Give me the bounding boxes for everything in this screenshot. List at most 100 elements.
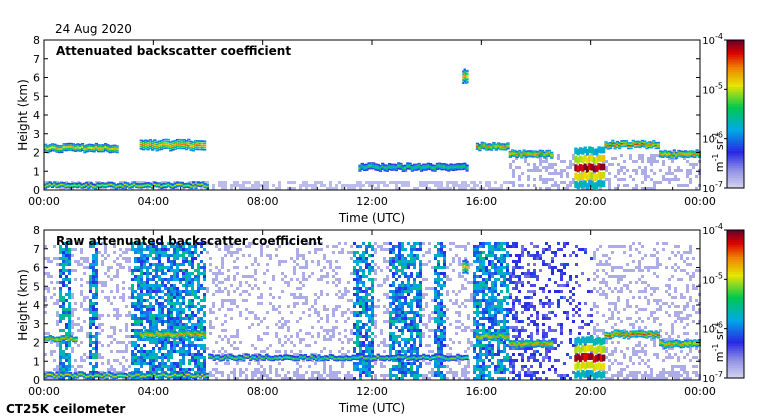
cloud-cell	[169, 141, 173, 144]
backscatter-cell	[389, 323, 392, 326]
backscatter-cell	[56, 314, 59, 317]
colorbar-segment	[727, 101, 744, 105]
backscatter-cell	[359, 245, 362, 248]
backscatter-cell	[284, 275, 287, 278]
backscatter-cell	[383, 341, 386, 344]
backscatter-cell	[476, 323, 479, 326]
backscatter-cell	[200, 287, 203, 290]
cloud-cell	[643, 141, 647, 144]
backscatter-cell	[155, 281, 158, 284]
backscatter-cell	[362, 254, 365, 257]
cloud-cell	[620, 142, 624, 145]
backscatter-cell	[353, 377, 356, 380]
cloud-cell	[128, 184, 132, 187]
backscatter-cell	[200, 284, 203, 287]
cloud-cell	[413, 167, 417, 170]
cloud-cell	[464, 78, 468, 82]
backscatter-cell	[629, 154, 632, 157]
backscatter-cell	[167, 308, 170, 311]
backscatter-cell	[461, 287, 464, 290]
cloud-cell	[92, 144, 96, 146]
backscatter-cell	[593, 172, 596, 175]
backscatter-cell	[410, 362, 413, 365]
cloud-cell	[374, 169, 378, 171]
backscatter-cell	[434, 341, 437, 344]
backscatter-cell	[326, 329, 329, 332]
backscatter-cell	[449, 353, 452, 356]
backscatter-cell	[176, 317, 179, 320]
backscatter-cell	[293, 371, 296, 374]
cloud-cell	[433, 168, 437, 171]
backscatter-cell	[128, 341, 131, 344]
backscatter-cell	[191, 293, 194, 296]
cloud-cell	[585, 174, 590, 182]
cloud-cell	[157, 140, 162, 143]
backscatter-cell	[380, 362, 383, 365]
backscatter-cell	[44, 287, 47, 290]
backscatter-cell	[353, 293, 356, 296]
backscatter-cell	[143, 314, 146, 317]
backscatter-cell	[560, 160, 563, 163]
cloud-cell	[100, 182, 105, 184]
backscatter-cell	[689, 178, 692, 181]
cloud-cell	[499, 144, 503, 147]
cloud-cell	[442, 163, 446, 165]
backscatter-cell	[398, 371, 401, 374]
backscatter-cell	[290, 350, 293, 353]
cloud-cell	[417, 162, 421, 165]
backscatter-cell	[359, 287, 362, 290]
cloud-cell	[517, 154, 522, 156]
colorbar-segment	[727, 170, 744, 174]
backscatter-cell	[62, 308, 65, 311]
cloud-cell	[475, 148, 480, 150]
backscatter-cell	[227, 308, 230, 311]
backscatter-cell	[449, 371, 452, 374]
backscatter-cell	[224, 248, 227, 251]
backscatter-cell	[140, 347, 143, 350]
backscatter-cell	[254, 278, 257, 281]
backscatter-cell	[455, 299, 458, 302]
backscatter-cell	[131, 341, 134, 344]
backscatter-cell	[122, 371, 125, 374]
backscatter-cell	[452, 257, 455, 260]
backscatter-cell	[419, 302, 422, 305]
backscatter-cell	[146, 284, 149, 287]
backscatter-cell	[290, 341, 293, 344]
backscatter-cell	[197, 368, 200, 371]
backscatter-cell	[614, 157, 617, 160]
cloud-cell	[169, 186, 173, 189]
backscatter-cell	[254, 181, 257, 184]
backscatter-cell	[44, 296, 47, 299]
backscatter-cell	[362, 350, 365, 353]
backscatter-cell	[404, 338, 407, 341]
cloud-cell	[57, 150, 62, 152]
backscatter-cell	[140, 371, 143, 374]
cloud-cell	[647, 145, 651, 147]
cloud-cell	[550, 154, 554, 157]
backscatter-cell	[149, 278, 152, 281]
backscatter-cell	[200, 362, 203, 365]
cloud-cell	[94, 146, 99, 148]
backscatter-cell	[203, 269, 206, 272]
backscatter-cell	[347, 350, 350, 353]
cloud-cell	[663, 149, 667, 152]
backscatter-cell	[356, 245, 359, 248]
cloud-cell	[665, 153, 670, 156]
cloud-cell	[686, 155, 690, 157]
backscatter-cell	[638, 157, 641, 160]
backscatter-cell	[413, 299, 416, 302]
backscatter-cell	[101, 344, 104, 347]
backscatter-cell	[332, 187, 335, 190]
backscatter-cell	[293, 296, 296, 299]
colorbar-frame	[726, 39, 745, 189]
backscatter-cell	[392, 302, 395, 305]
cloud-cell	[501, 148, 505, 151]
backscatter-cell	[362, 272, 365, 275]
backscatter-cell	[173, 263, 176, 266]
backscatter-cell	[260, 350, 263, 353]
backscatter-cell	[401, 320, 404, 323]
backscatter-cell	[194, 278, 197, 281]
cloud-cell	[392, 163, 396, 166]
backscatter-cell	[125, 248, 128, 251]
backscatter-cell	[389, 320, 392, 323]
